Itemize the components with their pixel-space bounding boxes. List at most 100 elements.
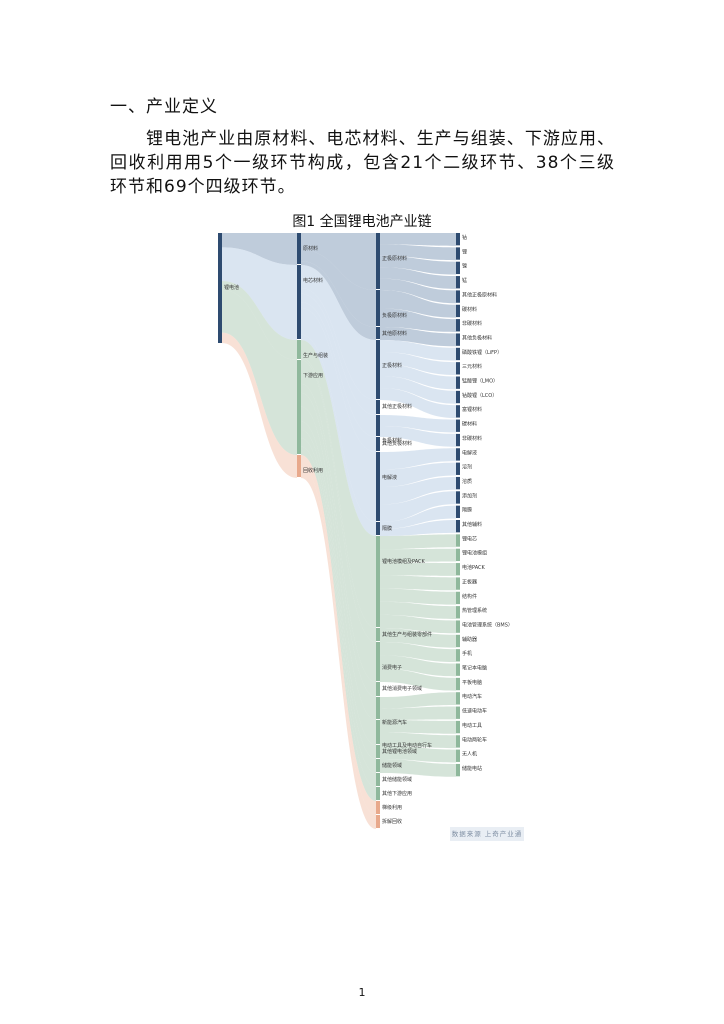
node-level3	[456, 462, 460, 475]
label-level3: 手机	[462, 650, 472, 657]
label-level3: 磷酸铁锂（LiFP）	[462, 349, 502, 356]
label-level2: 负极原材料	[382, 312, 407, 319]
node-level2	[376, 642, 380, 681]
node-level3	[456, 276, 460, 289]
label-level3: 碳材料	[462, 306, 477, 313]
node-level2	[376, 400, 380, 414]
link-l2-l3	[380, 352, 456, 375]
link-l2-l3	[380, 655, 456, 677]
node-level3	[456, 620, 460, 633]
node-level2	[376, 415, 380, 436]
label-level3: 电解液	[462, 449, 477, 456]
label-level3: 热管理系统	[462, 607, 487, 614]
node-level3	[456, 634, 460, 648]
node-level3	[456, 763, 460, 777]
node-level3	[456, 749, 460, 762]
link-l2-l3	[380, 308, 456, 332]
label-level2: 锂电池模组及PACK	[382, 558, 426, 565]
node-level2	[376, 745, 380, 758]
link-l2-l3	[380, 588, 456, 605]
node-level2	[376, 697, 380, 719]
link-l1-l2	[301, 392, 376, 720]
label-level1: 回收利用	[303, 467, 323, 474]
label-level2: 电解液	[382, 474, 397, 481]
node-level2	[376, 787, 380, 800]
node-level2	[376, 801, 380, 814]
link-l1-l2	[301, 233, 376, 290]
link-l1-l2	[301, 250, 376, 327]
label-level2: 消费电子	[382, 664, 402, 671]
label-level3: 电池PACK	[462, 564, 486, 571]
link-l1-l2	[301, 455, 376, 815]
link-l2-l3	[380, 706, 456, 720]
node-level2	[376, 720, 380, 744]
link-l2-l3	[380, 255, 456, 275]
link-l2-l3	[380, 233, 456, 246]
link-l2-l3	[380, 462, 456, 487]
node-level3	[456, 534, 460, 547]
link-l2-l3	[380, 426, 456, 447]
link-l2-l3	[380, 745, 456, 763]
node-level3	[456, 677, 460, 691]
node-level2	[376, 437, 380, 451]
link-l2-l3	[380, 642, 456, 662]
node-level3	[456, 591, 460, 605]
label-level3: 笔记本电脑	[462, 665, 487, 672]
link-l2-l3	[380, 267, 456, 289]
label-level3: 其他辅料	[462, 521, 482, 528]
sankey-nodes	[218, 233, 460, 828]
link-l2-l3	[380, 364, 456, 390]
definition-text: 锂电池产业由原材料、电芯材料、生产与组装、下游应用、回收利用用5个一级环节构成，…	[110, 129, 615, 197]
node-level1	[297, 265, 301, 339]
link-root-l1	[222, 290, 297, 455]
node-level1	[297, 233, 301, 264]
node-level2	[376, 290, 380, 326]
node-level3	[456, 735, 460, 748]
link-l1-l2	[301, 302, 376, 452]
label-level3: 非碳材料	[462, 435, 482, 442]
link-l2-l3	[380, 575, 456, 591]
link-l2-l3	[380, 448, 456, 470]
label-level3: 溶剂	[462, 464, 472, 471]
label-level3: 无人机	[462, 751, 477, 758]
label-level2: 其他正极材料	[382, 403, 412, 410]
label-level3: 电动两轮车	[462, 736, 487, 743]
node-level3	[456, 649, 460, 662]
node-level3	[456, 720, 460, 734]
node-level2	[376, 773, 380, 786]
link-l2-l3	[380, 732, 456, 749]
label-level3: 其他负极材料	[462, 334, 492, 341]
link-l2-l3	[380, 327, 456, 347]
link-l2-l3	[380, 505, 456, 529]
link-l1-l2	[301, 287, 376, 415]
label-level1: 生产与组装	[303, 352, 328, 359]
link-l1-l2	[301, 438, 376, 787]
node-root	[218, 233, 222, 343]
link-root-l1	[222, 281, 297, 360]
label-level3: 三元材料	[462, 363, 482, 370]
link-l1-l2	[301, 307, 376, 522]
link-l2-l3	[380, 759, 456, 777]
node-level3	[456, 663, 460, 676]
label-level1: 下游应用	[303, 372, 323, 379]
data-source-badge: 数据来源 上奇产业通	[450, 827, 524, 841]
node-level2	[376, 327, 380, 339]
label-level2: 其他下游应用	[382, 790, 412, 797]
link-l2-l3	[380, 601, 456, 619]
section-heading: 一、产业定义	[110, 97, 218, 117]
link-l2-l3	[380, 290, 456, 318]
node-level3	[456, 319, 460, 332]
link-l2-l3	[380, 692, 456, 709]
node-level3	[456, 261, 460, 275]
link-l1-l2	[301, 265, 376, 400]
label-level2: 其他储能领域	[382, 776, 412, 783]
label-level2: 正极材料	[382, 362, 402, 369]
node-level2	[376, 452, 380, 521]
node-level3	[456, 448, 460, 461]
node-level3	[456, 333, 460, 346]
label-level3: 碳材料	[462, 421, 477, 428]
node-level3	[456, 247, 460, 260]
node-level3	[456, 476, 460, 490]
node-level3	[456, 520, 460, 533]
